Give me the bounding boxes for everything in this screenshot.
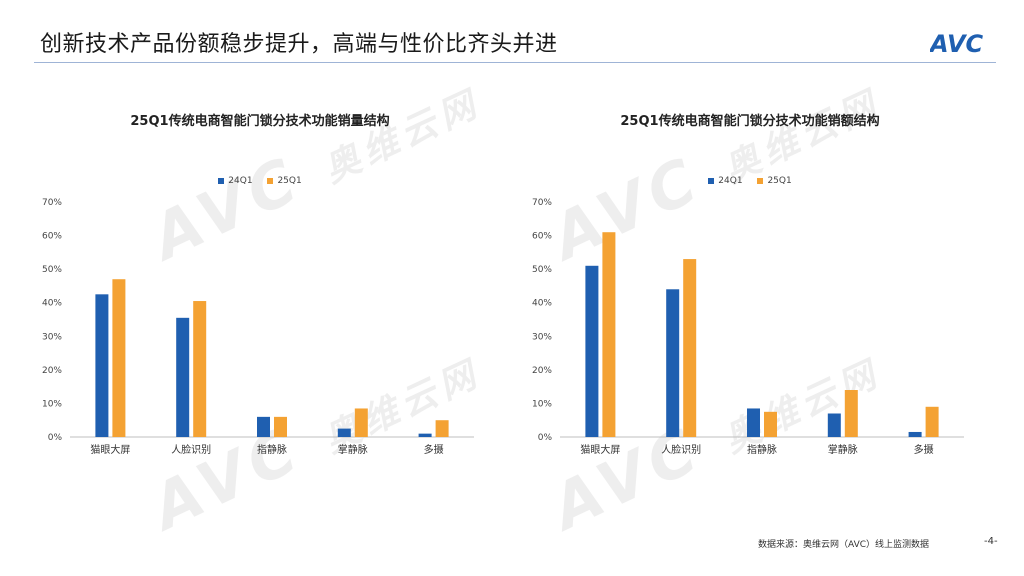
bar-24q1-1 (95, 294, 109, 437)
avc-logo: AVC (930, 30, 984, 58)
x-tick-label: 猫眼大屏 (580, 443, 620, 456)
bar-25q1-5 (435, 420, 449, 437)
x-tick-label: 掌静脉 (828, 443, 858, 456)
bar-chart-value: 0% 10% 20% 30% 40% 50% 60% 70% 猫眼大屏 人脸识别 指静脉 掌静脉 多摄 (532, 198, 964, 456)
y-tick-label: 60% (532, 232, 552, 242)
bar-25q1-1 (112, 279, 126, 437)
bar-25q1-2 (683, 259, 697, 437)
bar-24q1-5 (908, 431, 922, 437)
legend-item-25q1: 25Q1 (757, 176, 792, 186)
chart-legend: 24Q1 25Q1 (520, 176, 980, 187)
y-tick-label: 50% (532, 265, 552, 275)
y-tick-label: 60% (42, 232, 62, 242)
legend-label-24q1: 24Q1 (228, 176, 253, 186)
page-title: 创新技术产品份额稳步提升，高端与性价比齐头并进 (40, 32, 558, 57)
title-divider (34, 62, 996, 63)
bar-24q1-5 (418, 433, 432, 437)
bar-24q1-4 (337, 428, 351, 437)
bar-chart-volume: 0% 10% 20% 30% 40% 50% 60% 70% 猫眼大屏 人脸识别 指静脉 掌静脉 多摄 (42, 198, 474, 456)
page-number: -4- (984, 536, 998, 547)
legend-label-25q1: 25Q1 (277, 176, 302, 186)
x-tick-label: 多摄 (424, 443, 444, 456)
bar-25q1-4 (354, 408, 368, 437)
chart-panel-volume: 25Q1传统电商智能门锁分技术功能销量结构 24Q1 25Q1 0% 10% 20%… (30, 96, 490, 496)
svg-text:AVC: AVC (930, 30, 984, 58)
legend-label-24q1: 24Q1 (718, 176, 743, 186)
legend-item-25q1: 25Q1 (267, 176, 302, 186)
bar-25q1-1 (602, 232, 616, 437)
bar-24q1-3 (257, 416, 270, 437)
legend-swatch-24q1 (218, 178, 225, 184)
y-tick-label: 0% (538, 433, 553, 443)
x-tick-label: 掌静脉 (338, 443, 368, 456)
y-tick-label: 10% (42, 399, 62, 409)
chart-title: 25Q1传统电商智能门锁分技术功能销额结构 (620, 114, 880, 129)
x-tick-label: 猫眼大屏 (90, 443, 130, 456)
y-tick-label: 10% (532, 399, 552, 409)
y-tick-label: 40% (42, 299, 62, 309)
bar-24q1-4 (827, 413, 841, 437)
legend-item-24q1: 24Q1 (708, 176, 743, 186)
bar-24q1-1 (585, 265, 599, 437)
y-tick-label: 20% (532, 366, 552, 376)
x-tick-label: 指静脉 (257, 443, 287, 456)
legend-item-24q1: 24Q1 (218, 176, 253, 186)
bar-25q1-2 (193, 301, 207, 437)
bar-25q1-4 (844, 390, 858, 437)
bar-25q1-5 (925, 406, 939, 437)
y-tick-label: 50% (42, 265, 62, 275)
legend-swatch-25q1 (267, 178, 274, 184)
y-tick-label: 70% (42, 198, 62, 208)
legend-label-25q1: 25Q1 (767, 176, 792, 186)
chart-panel-value: 25Q1传统电商智能门锁分技术功能销额结构 24Q1 25Q1 0% 10% 20%… (520, 96, 980, 496)
chart-title: 25Q1传统电商智能门锁分技术功能销量结构 (130, 114, 390, 129)
chart-legend: 24Q1 25Q1 (30, 176, 490, 187)
bar-24q1-3 (747, 408, 760, 437)
bar-24q1-2 (176, 317, 190, 437)
y-tick-label: 20% (42, 366, 62, 376)
bar-25q1-3 (274, 416, 287, 437)
y-tick-label: 0% (48, 433, 63, 443)
y-tick-label: 40% (532, 299, 552, 309)
bar-25q1-3 (764, 411, 777, 437)
x-tick-label: 人脸识别 (171, 443, 211, 456)
x-tick-label: 指静脉 (747, 443, 777, 456)
legend-swatch-25q1 (757, 178, 764, 184)
y-tick-label: 30% (532, 332, 552, 342)
bar-24q1-2 (666, 289, 680, 437)
y-tick-label: 70% (532, 198, 552, 208)
data-source-note: 数据来源：奥维云网（AVC）线上监测数据 (758, 540, 930, 550)
x-tick-label: 人脸识别 (661, 443, 701, 456)
x-tick-label: 多摄 (914, 443, 934, 456)
y-tick-label: 30% (42, 332, 62, 342)
legend-swatch-24q1 (708, 178, 715, 184)
